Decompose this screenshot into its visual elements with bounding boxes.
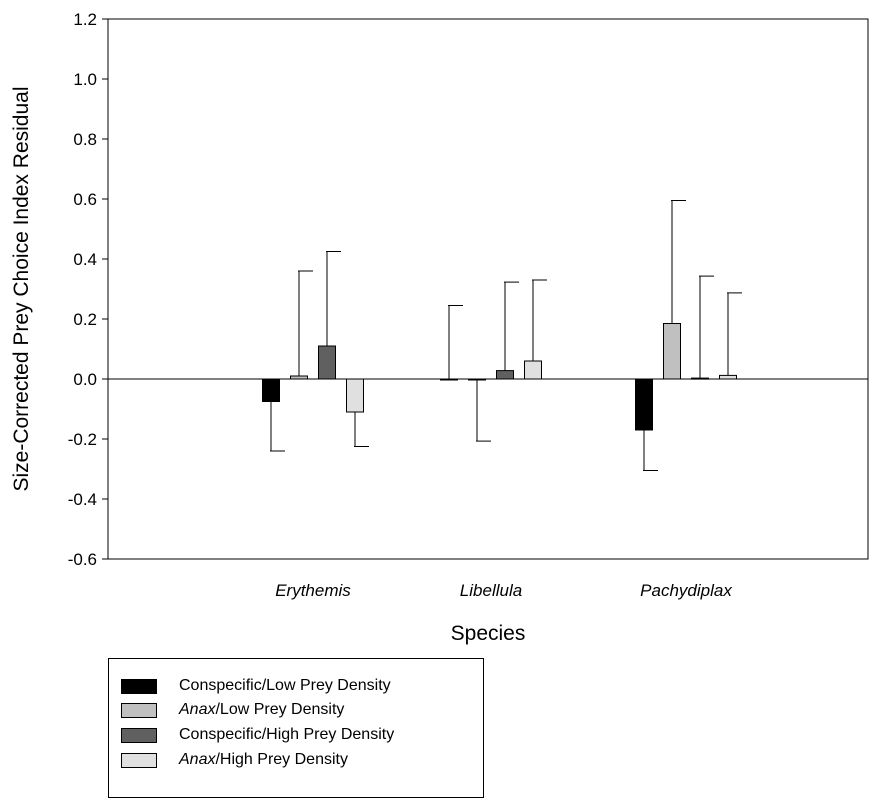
legend-swatch	[121, 752, 157, 768]
legend-label-italic: Anax	[179, 701, 216, 718]
bar	[318, 345, 336, 380]
legend-swatch	[121, 727, 157, 743]
legend-label-text: Conspecific/Low Prey Density	[179, 677, 391, 694]
legend-item: Anax/Low Prey Density	[121, 699, 344, 721]
legend-item: Conspecific/Low Prey Density	[121, 675, 391, 697]
x-axis-title: Species	[451, 622, 526, 645]
bar	[635, 378, 653, 431]
y-tick-label: -0.4	[68, 490, 97, 509]
bar	[663, 323, 681, 380]
legend-label: Conspecific/Low Prey Density	[179, 677, 391, 695]
bar	[346, 378, 364, 413]
bar	[496, 370, 514, 380]
legend-swatch	[121, 678, 157, 694]
plot-frame	[107, 18, 869, 560]
y-tick-label: 0.6	[73, 190, 97, 209]
y-axis-title: Size-Corrected Prey Choice Index Residua…	[10, 86, 33, 491]
legend-label: Conspecific/High Prey Density	[179, 726, 394, 744]
x-category-label: Pachydiplax	[640, 581, 732, 600]
y-ticks: -0.6 -0.4 -0.2 0.0 0.2 0.4 0.6 0.8 1.0 1.2	[68, 10, 108, 569]
bar	[524, 360, 542, 380]
bar	[290, 375, 308, 380]
y-tick-label: 0.8	[73, 130, 97, 149]
y-tick-label: 1.0	[73, 70, 97, 89]
bars	[262, 323, 737, 431]
y-tick-label: -0.2	[68, 430, 97, 449]
legend-swatch	[121, 702, 157, 718]
legend-label-italic: Anax	[179, 751, 216, 768]
legend-label-text: Conspecific/High Prey Density	[179, 726, 395, 743]
legend-label: Anax/Low Prey Density	[179, 701, 344, 719]
y-tick-label: 0.2	[73, 310, 97, 329]
y-tick-label: 1.2	[73, 10, 97, 29]
x-categories: Erythemis Libellula Pachydiplax	[275, 581, 732, 600]
legend-label-text: /High Prey Density	[215, 751, 348, 768]
bar	[440, 378, 458, 381]
x-category-label: Libellula	[460, 581, 522, 600]
chart: -0.6 -0.4 -0.2 0.0 0.2 0.4 0.6 0.8 1.0 1.2 Erythe…	[10, 10, 869, 645]
legend-label-text: /Low Prey Density	[215, 701, 345, 718]
y-tick-label: 0.4	[73, 250, 97, 269]
bar	[719, 374, 737, 380]
y-tick-label: 0.0	[73, 370, 97, 389]
x-category-label: Erythemis	[275, 581, 351, 600]
bar	[691, 377, 709, 380]
axes	[107, 18, 869, 560]
legend-item: Anax/High Prey Density	[121, 749, 348, 771]
legend-label: Anax/High Prey Density	[179, 751, 348, 769]
error-bars	[270, 200, 742, 471]
legend-item: Conspecific/High Prey Density	[121, 724, 394, 746]
y-tick-label: -0.6	[68, 550, 97, 569]
legend: Conspecific/Low Prey Density Anax/Low Pre…	[108, 658, 484, 798]
bar	[262, 378, 280, 402]
